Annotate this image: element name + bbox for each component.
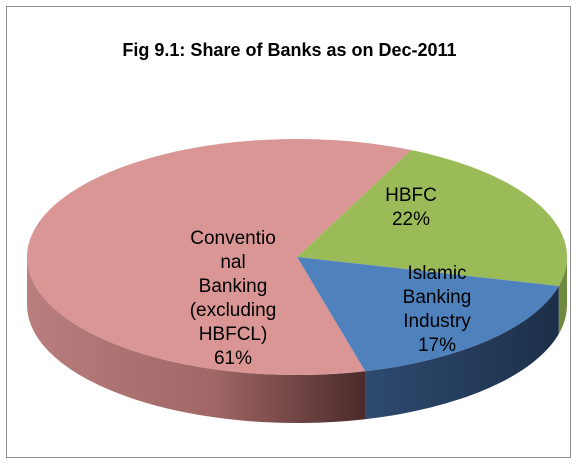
pie-slice-conventional-banking: [27, 139, 412, 375]
pie-slice-hbfc: [297, 150, 568, 286]
slice-label-line: Banking: [199, 276, 268, 297]
slice-label-line: (excluding: [190, 300, 277, 321]
pie-sides: [27, 257, 567, 424]
slice-label-line: nal: [220, 252, 245, 273]
pie-labels: HBFC 22% Islamic Banking Industry 17% Conventi…: [190, 185, 472, 369]
pie-tops: [27, 139, 568, 375]
pie-side-hbfc: [558, 257, 567, 334]
pie-side-conventional-banking: [27, 257, 366, 424]
slice-label-conventional-banking: Conventio nal Banking (excluding HBFCL) 61%: [190, 228, 277, 369]
slice-label-line: 61%: [214, 348, 252, 369]
chart-title: Fig 9.1: Share of Banks as on Dec-2011: [122, 40, 457, 60]
slice-label-line: 17%: [418, 335, 456, 356]
slice-label-line: Conventio: [190, 228, 276, 249]
slice-label-line: 22%: [392, 209, 430, 230]
slice-label-line: HBFC: [385, 185, 437, 206]
pie-slice-islamic-banking: [297, 257, 559, 372]
slice-label-line: HBFCL): [199, 324, 268, 345]
slice-label-line: Industry: [403, 311, 471, 332]
slice-label-hbfc: HBFC 22%: [385, 185, 437, 230]
slice-label-line: Banking: [403, 287, 472, 308]
pie-side-islamic-banking: [365, 285, 559, 420]
slice-label-line: Islamic: [407, 263, 466, 284]
slice-label-islamic-banking: Islamic Banking Industry 17%: [403, 263, 472, 356]
